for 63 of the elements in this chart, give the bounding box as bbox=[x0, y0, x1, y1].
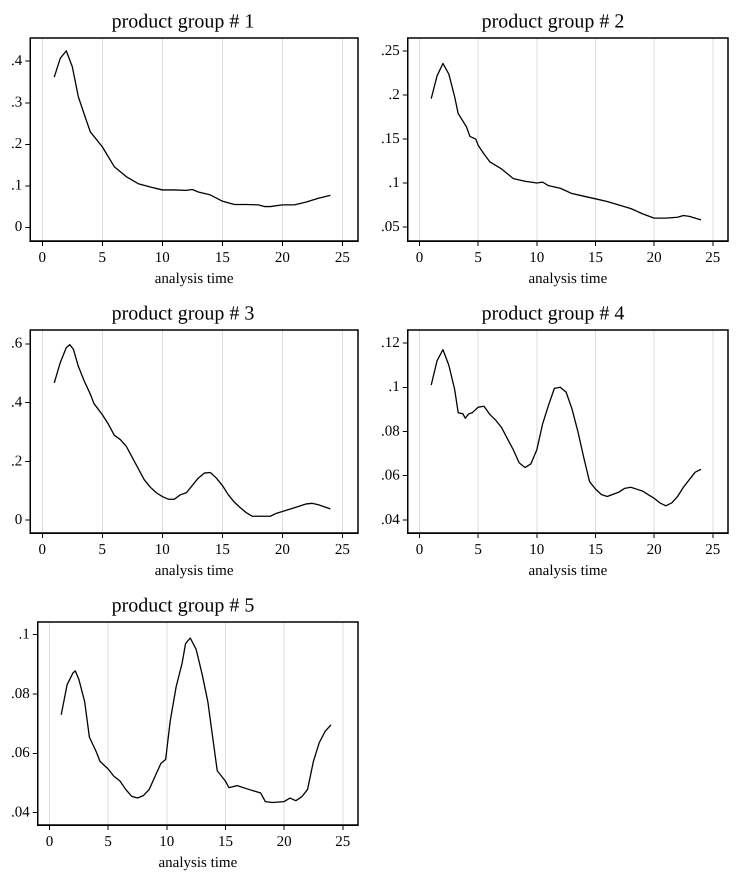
x-tick-label: 0 bbox=[38, 250, 46, 266]
x-tick-label: 5 bbox=[98, 542, 106, 558]
y-tick-label: .06 bbox=[11, 745, 30, 762]
x-tick-label: 25 bbox=[334, 250, 350, 266]
x-tick-label: 25 bbox=[335, 834, 350, 850]
x-tick-label: 10 bbox=[529, 250, 544, 266]
y-tick-label: .6 bbox=[11, 336, 23, 352]
x-axis-title: analysis time bbox=[154, 270, 234, 287]
x-tick-label: 0 bbox=[416, 542, 424, 558]
x-tick-label: 0 bbox=[38, 542, 46, 558]
x-tick-label: 25 bbox=[705, 250, 720, 266]
x-tick-label: 5 bbox=[104, 834, 112, 850]
y-tick-label: .04 bbox=[11, 804, 30, 820]
x-tick-label: 5 bbox=[474, 250, 482, 266]
x-tick-label: 20 bbox=[646, 542, 662, 558]
x-axis-title: analysis time bbox=[528, 562, 608, 579]
y-tick-label: .12 bbox=[381, 334, 400, 351]
y-tick-label: .1 bbox=[11, 178, 22, 194]
x-tick-label: 10 bbox=[159, 834, 174, 850]
y-tick-label: .05 bbox=[381, 218, 400, 235]
x-tick-label: 20 bbox=[274, 542, 290, 558]
x-tick-label: 10 bbox=[529, 542, 544, 558]
y-tick-label: .06 bbox=[381, 468, 400, 484]
chart-title: product group # 2 bbox=[482, 10, 624, 32]
x-tick-label: 20 bbox=[646, 250, 662, 266]
x-tick-label: 5 bbox=[98, 250, 106, 266]
x-axis-title: analysis time bbox=[528, 270, 608, 287]
y-tick-label: .08 bbox=[11, 686, 30, 702]
x-tick-label: 15 bbox=[214, 542, 230, 558]
y-tick-label: 0 bbox=[14, 512, 22, 528]
y-tick-label: .25 bbox=[381, 43, 400, 60]
x-tick-label: 0 bbox=[416, 250, 424, 266]
x-tick-label: 25 bbox=[334, 542, 350, 558]
x-tick-label: 15 bbox=[588, 250, 603, 266]
y-tick-label: .08 bbox=[381, 423, 400, 440]
x-axis-title: analysis time bbox=[154, 562, 234, 579]
y-tick-label: .4 bbox=[11, 394, 23, 410]
x-tick-label: 15 bbox=[588, 542, 603, 558]
x-tick-label: 10 bbox=[154, 542, 170, 558]
y-tick-label: .3 bbox=[11, 94, 22, 111]
x-tick-label: 10 bbox=[154, 250, 170, 266]
y-tick-label: .2 bbox=[388, 87, 400, 104]
chart-title: product group # 3 bbox=[112, 302, 254, 324]
y-tick-label: .04 bbox=[381, 512, 400, 528]
x-tick-label: 25 bbox=[705, 542, 720, 558]
y-tick-label: 0 bbox=[14, 219, 22, 236]
x-tick-label: 20 bbox=[274, 250, 290, 266]
x-tick-label: 0 bbox=[46, 834, 54, 850]
x-tick-label: 15 bbox=[214, 250, 230, 266]
y-tick-label: .15 bbox=[381, 131, 400, 147]
y-tick-label: .2 bbox=[11, 453, 22, 470]
y-tick-label: .1 bbox=[388, 379, 400, 396]
y-tick-label: .1 bbox=[388, 174, 400, 191]
y-tick-label: .4 bbox=[11, 53, 23, 70]
x-tick-label: 5 bbox=[474, 542, 482, 558]
chart-title: product group # 5 bbox=[112, 594, 254, 616]
x-axis-title: analysis time bbox=[158, 854, 238, 871]
y-tick-label: .1 bbox=[18, 626, 30, 643]
x-tick-label: 20 bbox=[276, 834, 292, 850]
chart-title: product group # 4 bbox=[482, 302, 624, 324]
chart-title: product group # 1 bbox=[112, 10, 254, 32]
x-tick-label: 15 bbox=[218, 834, 233, 850]
y-tick-label: .2 bbox=[11, 136, 22, 152]
